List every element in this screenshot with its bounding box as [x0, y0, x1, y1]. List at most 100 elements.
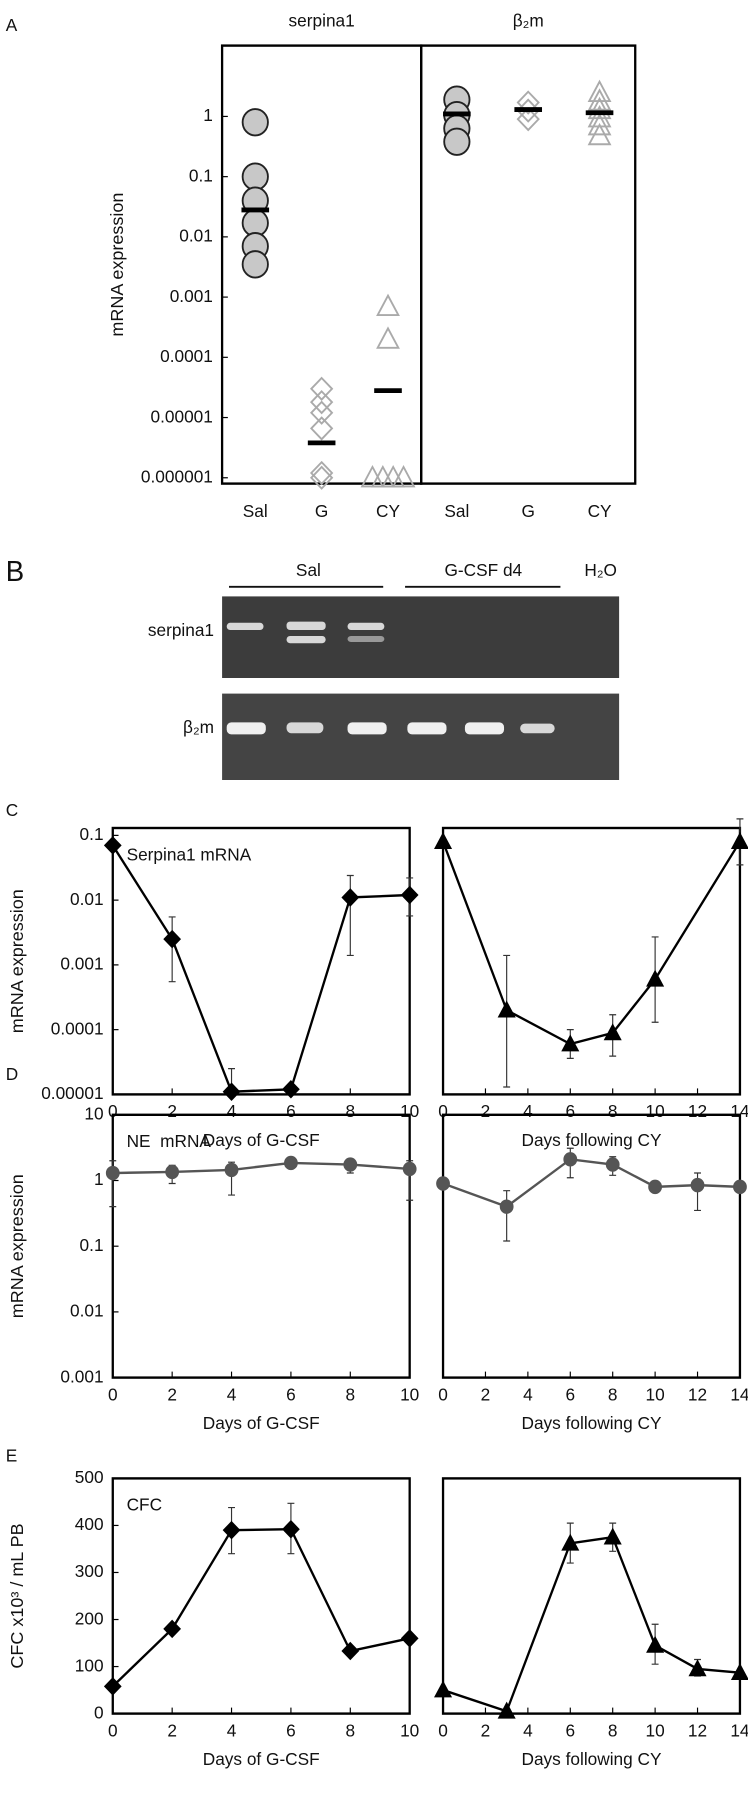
marker [391, 464, 416, 488]
x-tick-label: 4 [227, 1384, 237, 1404]
x-tick-label: 6 [565, 1720, 575, 1740]
band [286, 621, 326, 630]
marker [282, 1519, 300, 1539]
annotation: NE mRNA [127, 1131, 212, 1151]
marker [646, 969, 665, 987]
x-tick-label: 4 [227, 1101, 237, 1121]
marker [376, 293, 400, 317]
marker [690, 1177, 705, 1193]
y-tick-label: 10 [84, 1103, 103, 1123]
y-tick-label: 0.1 [189, 165, 213, 185]
marker [646, 1635, 665, 1653]
error-bar [503, 1190, 511, 1242]
marker [284, 1155, 298, 1171]
marker [516, 90, 540, 115]
marker [688, 1659, 707, 1677]
x-tick-label: 10 [646, 1720, 665, 1740]
band [347, 622, 385, 630]
x-tick-label: 2 [167, 1101, 177, 1121]
band [226, 622, 264, 630]
panel-letter: A [6, 15, 18, 35]
x-tick-label: 8 [608, 1720, 618, 1740]
panel-letter: B [6, 555, 24, 588]
x-tick-label: 0 [438, 1101, 448, 1121]
marker [309, 400, 334, 425]
x-tick-label: 10 [400, 1101, 419, 1121]
plot-frame [111, 1113, 411, 1379]
marker [309, 376, 334, 401]
marker [497, 1000, 516, 1018]
x-tick-label: 0 [438, 1384, 448, 1404]
gel-panel: B Sal G-CSF d4 H₂O serpina1 β₂m [6, 555, 620, 780]
y-tick-label: 0.0001 [160, 346, 213, 366]
chart-title: β₂m [513, 10, 544, 30]
gel-image [222, 693, 620, 780]
x-tick-label: 4 [523, 1101, 533, 1121]
x-tick-label: 6 [286, 1101, 296, 1121]
panel-letter: C [6, 800, 19, 820]
x-tick-label: 12 [688, 1720, 707, 1740]
marker [605, 1157, 620, 1172]
marker [341, 1641, 360, 1661]
annotation: CFC [127, 1494, 163, 1514]
panel-letter: E [6, 1445, 18, 1465]
marker [603, 1023, 622, 1041]
marker [402, 1161, 417, 1177]
y-tick-label: 0.01 [70, 1300, 104, 1320]
y-tick-label: 0.0001 [51, 1018, 104, 1038]
x-tick-label: CY [376, 501, 400, 521]
band [407, 722, 447, 735]
x-tick-label: 10 [400, 1384, 419, 1404]
y-tick-label: 0 [94, 1702, 104, 1722]
x-axis-label: Days of G-CSF [203, 1130, 320, 1150]
plot-frame [420, 44, 637, 485]
marker [561, 1034, 580, 1052]
y-axis-label: mRNA expression [7, 1174, 27, 1318]
group-label: G-CSF d4 [444, 560, 522, 580]
annotation: Serpina1 mRNA [127, 844, 252, 864]
marker [436, 1176, 450, 1191]
marker [587, 122, 612, 146]
y-axis-label: mRNA expression [107, 193, 127, 337]
y-tick-label: 1 [203, 105, 213, 125]
x-tick-label: 8 [345, 1384, 355, 1404]
marker [587, 96, 612, 120]
marker [587, 112, 612, 136]
panel-letter: D [6, 1064, 18, 1084]
marker [603, 1527, 622, 1545]
band [347, 636, 385, 642]
plot-frame [441, 1477, 742, 1715]
x-tick-label: 6 [565, 1101, 575, 1121]
marker [434, 1680, 453, 1698]
error-bar [168, 916, 176, 983]
group-label: Sal [296, 560, 321, 580]
marker [730, 832, 748, 849]
error-bar [346, 874, 354, 957]
x-tick-label: 4 [523, 1384, 533, 1404]
y-tick-label: 200 [75, 1608, 104, 1628]
marker [587, 79, 612, 103]
marker [165, 1164, 180, 1180]
x-tick-label: 10 [646, 1101, 665, 1121]
x-tick-label: 10 [400, 1720, 419, 1740]
bands [226, 621, 555, 735]
marker [309, 390, 334, 415]
band [520, 723, 555, 734]
marker [222, 1082, 241, 1101]
error-bar [503, 954, 511, 1088]
x-tick-label: CY [588, 501, 612, 521]
marker [282, 1080, 300, 1099]
x-tick-label: 2 [481, 1101, 491, 1121]
x-axis-label: Days following CY [522, 1413, 662, 1433]
marker [241, 162, 269, 191]
x-tick-label: 8 [345, 1720, 355, 1740]
marker [561, 1533, 580, 1551]
group-label: H₂O [584, 560, 617, 580]
y-tick-label: 0.00001 [151, 406, 213, 426]
marker [516, 107, 540, 132]
marker [222, 1520, 241, 1540]
marker [400, 1629, 419, 1648]
x-axis-label: Days following CY [522, 1749, 662, 1769]
y-tick-label: 1 [94, 1169, 104, 1189]
x-tick-label: Sal [243, 501, 268, 521]
